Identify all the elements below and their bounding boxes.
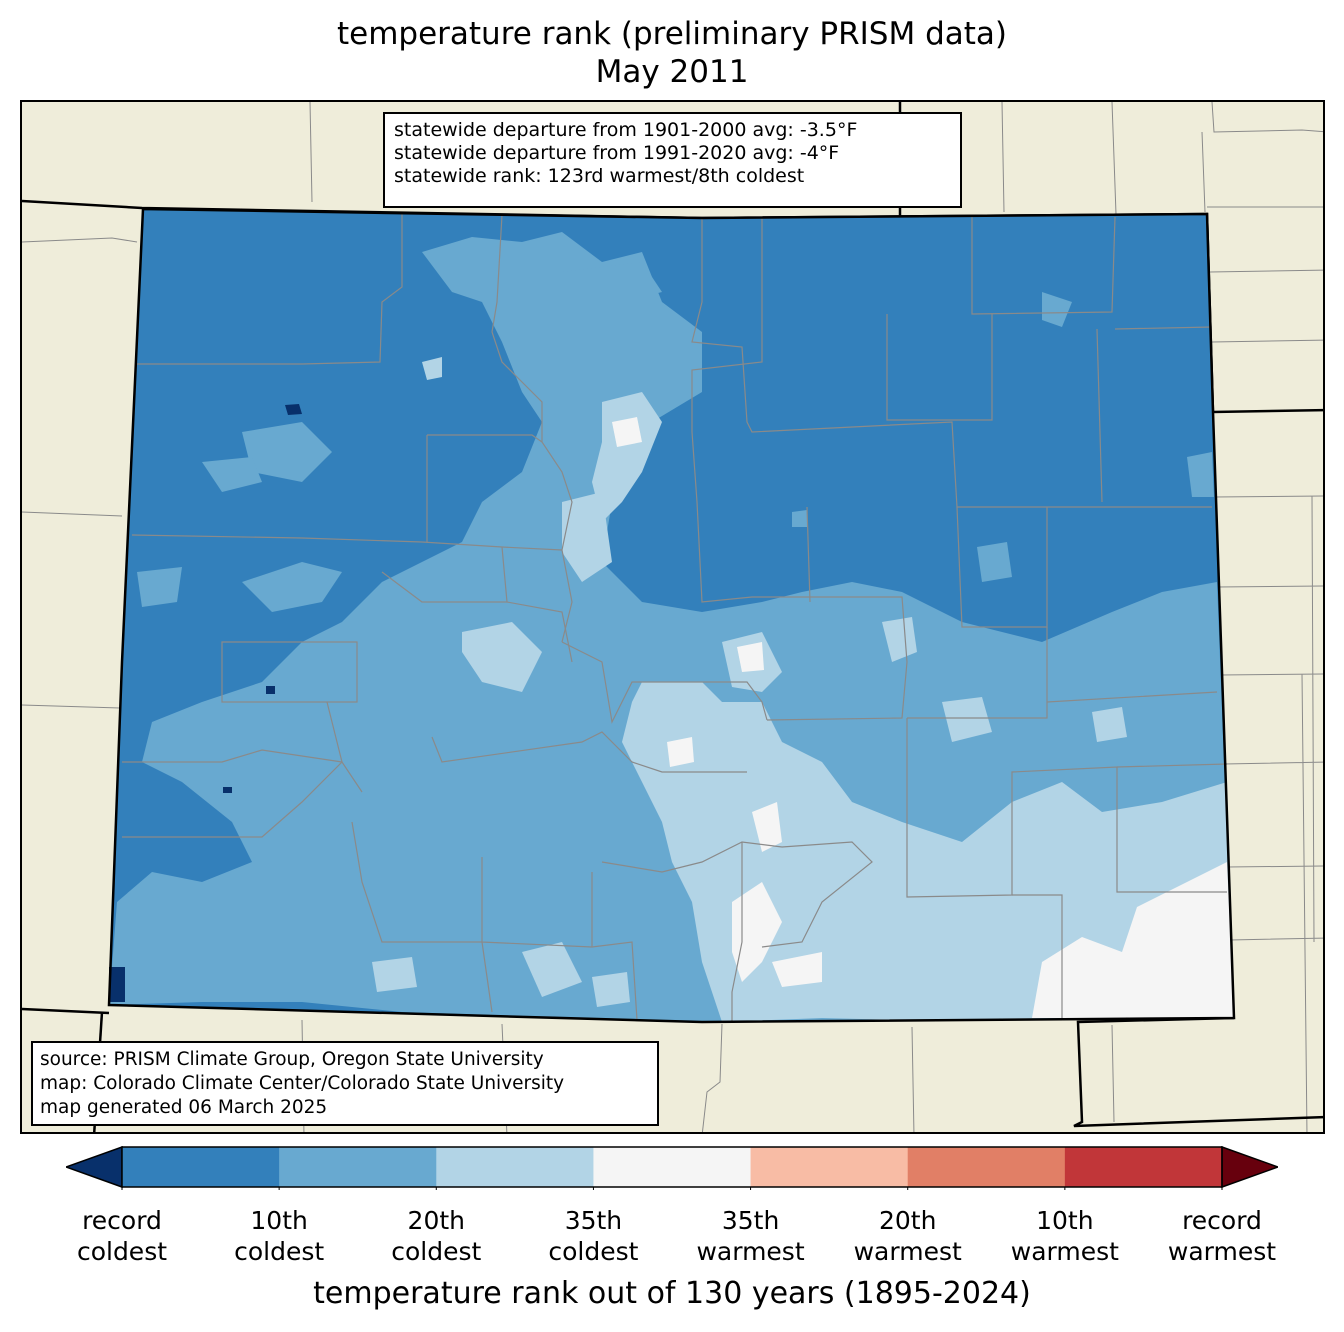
colorbar	[66, 1146, 1278, 1190]
source-box: source: PRISM Climate Group, Oregon Stat…	[31, 1041, 659, 1126]
stats-departure-1991-2020: statewide departure from 1991-2020 avg: …	[394, 142, 840, 164]
colorbar-bin-1	[122, 1147, 280, 1187]
map-title: temperature rank (preliminary PRISM data…	[336, 16, 1007, 52]
colorbar-tick-label-2: 10th coldest	[234, 1206, 325, 1266]
stats-departure-1901-2000: statewide departure from 1901-2000 avg: …	[394, 119, 858, 141]
colorbar-tick-label-7: 10th warmest	[1010, 1206, 1119, 1266]
colorbar-bin-3	[436, 1147, 594, 1187]
colorbar-title: temperature rank out of 130 years (1895-…	[313, 1276, 1031, 1311]
stats-statewide-rank: statewide rank: 123rd warmest/8th coldes…	[394, 165, 805, 187]
rank-region-10-20-coldest	[109, 232, 1234, 1022]
colorbar-tick-label-3: 20th coldest	[391, 1206, 482, 1266]
statewide-stats-box: statewide departure from 1901-2000 avg: …	[383, 112, 962, 208]
colorbar-tick-label-1: record coldest	[76, 1206, 168, 1266]
colorado-county-lines	[122, 214, 1228, 1022]
colorbar-bin-5	[750, 1147, 909, 1187]
colorbar-bin-7	[1064, 1147, 1223, 1187]
colorbar-tick-label-4: 35th coldest	[548, 1206, 639, 1266]
neighbor-county-lines	[22, 102, 1323, 1132]
colorbar-bin-6	[907, 1147, 1066, 1187]
map-subtitle-month: May 2011	[595, 54, 749, 90]
map-panel	[20, 100, 1325, 1134]
colorbar-tick-label-6: 20th warmest	[853, 1206, 962, 1266]
colorbar-tick-label-8: record warmest	[1167, 1206, 1277, 1266]
map-credit-line: map: Colorado Climate Center/Colorado St…	[40, 1073, 565, 1094]
colorbar-tick-label-5: 35th warmest	[696, 1206, 805, 1266]
colorbar-bin-2	[279, 1147, 437, 1187]
colorbar-extend-low	[66, 1146, 123, 1189]
generated-date-line: map generated 06 March 2025	[40, 1097, 328, 1118]
rank-region-20-35-coldest	[372, 357, 1234, 1022]
colorbar-bin-4	[593, 1147, 752, 1187]
source-line: source: PRISM Climate Group, Oregon Stat…	[40, 1049, 544, 1070]
colorado-map	[22, 102, 1323, 1132]
colorado-state-border	[107, 207, 1236, 1024]
colorbar-extend-high	[1221, 1146, 1278, 1189]
colorbar-outline	[121, 1146, 1223, 1188]
rank-region-near-normal	[612, 417, 1234, 1018]
rank-region-record-coldest	[109, 404, 302, 1002]
